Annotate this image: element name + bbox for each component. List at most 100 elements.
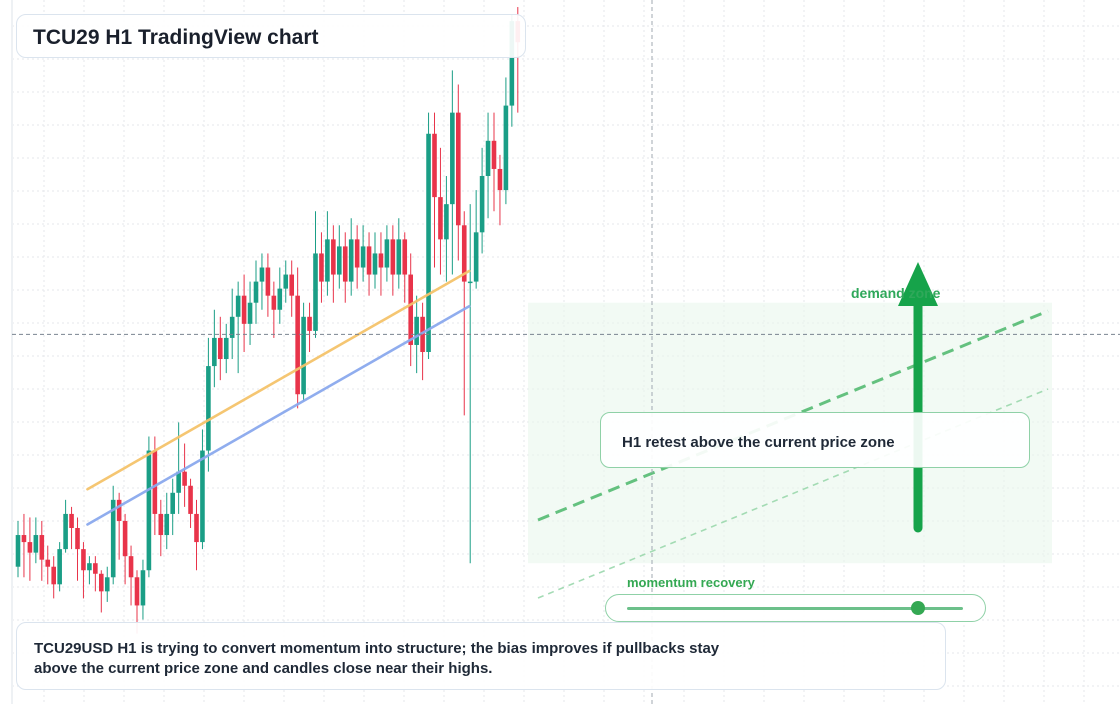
candle-body (444, 204, 449, 240)
candle-body (194, 513, 199, 543)
candle (467, 204, 473, 564)
candle (450, 70, 455, 275)
candle (461, 211, 467, 416)
candle (396, 218, 402, 289)
retest-callout-text: H1 retest above the current price zone (622, 434, 895, 451)
candle (63, 499, 68, 553)
candle-body (337, 246, 342, 275)
candles (15, 7, 521, 634)
candle (110, 485, 116, 585)
candle-body (354, 239, 360, 268)
candle-body (408, 274, 413, 345)
candle (164, 492, 170, 550)
candle (223, 323, 229, 374)
candle-body (140, 570, 146, 606)
candle (39, 520, 45, 581)
candle-body (307, 316, 312, 331)
candle-body (158, 513, 164, 536)
candle-body (372, 253, 378, 275)
candle (200, 429, 205, 550)
candle (319, 232, 324, 303)
candle-body (277, 288, 283, 310)
candle (408, 253, 413, 367)
candle-body (122, 520, 128, 557)
candle (313, 211, 318, 338)
candle-body (104, 577, 110, 592)
candle (99, 570, 104, 613)
candle (259, 253, 265, 310)
candle-body (456, 112, 461, 226)
candle-body (473, 232, 479, 282)
candle (146, 436, 152, 578)
candle-body (420, 316, 425, 352)
candle-body (253, 281, 259, 303)
candle (57, 542, 62, 592)
candle (194, 499, 199, 571)
candle (45, 545, 51, 585)
candle-body (396, 239, 402, 275)
candle (140, 559, 146, 620)
candle-body (146, 450, 152, 571)
candle-body (176, 471, 181, 493)
candle-body (200, 450, 205, 543)
candle-body (402, 239, 408, 275)
candle-body (99, 573, 104, 592)
candle (241, 274, 247, 352)
candle (247, 281, 253, 345)
candle-body (450, 112, 455, 205)
candle-body (503, 105, 509, 191)
candle-body (313, 253, 318, 331)
candle-body (212, 337, 217, 367)
page-title: TCU29 H1 TradingView chart (33, 26, 319, 49)
candle-body (491, 140, 497, 169)
candle-body (93, 563, 98, 574)
candle (485, 112, 491, 219)
candle-body (69, 513, 74, 528)
candle-body (63, 513, 68, 550)
candle (265, 253, 271, 317)
candle (206, 337, 211, 472)
candle-body (223, 337, 229, 360)
demand-zone-label: demand zone (851, 285, 941, 301)
candle (69, 506, 74, 550)
arrow-head (898, 262, 938, 306)
candle-body (75, 528, 80, 550)
candle-body (360, 246, 366, 268)
candle (414, 295, 419, 374)
candle (116, 492, 122, 560)
candle (497, 154, 503, 226)
candle-body (27, 542, 33, 553)
candle (87, 556, 92, 585)
momentum-slider[interactable] (605, 594, 986, 622)
candle (33, 517, 39, 564)
candle (277, 267, 283, 324)
candle (253, 260, 259, 324)
candle-body (378, 253, 384, 268)
candle (378, 232, 384, 296)
candle-body (384, 239, 390, 268)
candle-body (110, 499, 116, 578)
candle (188, 478, 193, 528)
candle (432, 112, 437, 268)
candle (331, 225, 336, 303)
moving-average-line (86, 269, 471, 491)
candle-body (265, 267, 271, 296)
candle-body (461, 225, 467, 282)
candle (342, 232, 348, 303)
candle (301, 302, 306, 402)
candle-body (206, 366, 211, 451)
candle (337, 225, 342, 289)
candle (479, 147, 485, 254)
momentum-knob[interactable] (910, 601, 925, 615)
candle (104, 566, 110, 602)
candle-body (432, 133, 437, 198)
candle-body (366, 246, 372, 275)
candle (503, 77, 509, 205)
candle (354, 225, 360, 289)
momentum-track (627, 607, 963, 610)
candle-body (21, 535, 27, 543)
candle-body (259, 267, 265, 282)
candle (420, 302, 425, 381)
candle (81, 542, 86, 599)
candle (390, 225, 396, 296)
